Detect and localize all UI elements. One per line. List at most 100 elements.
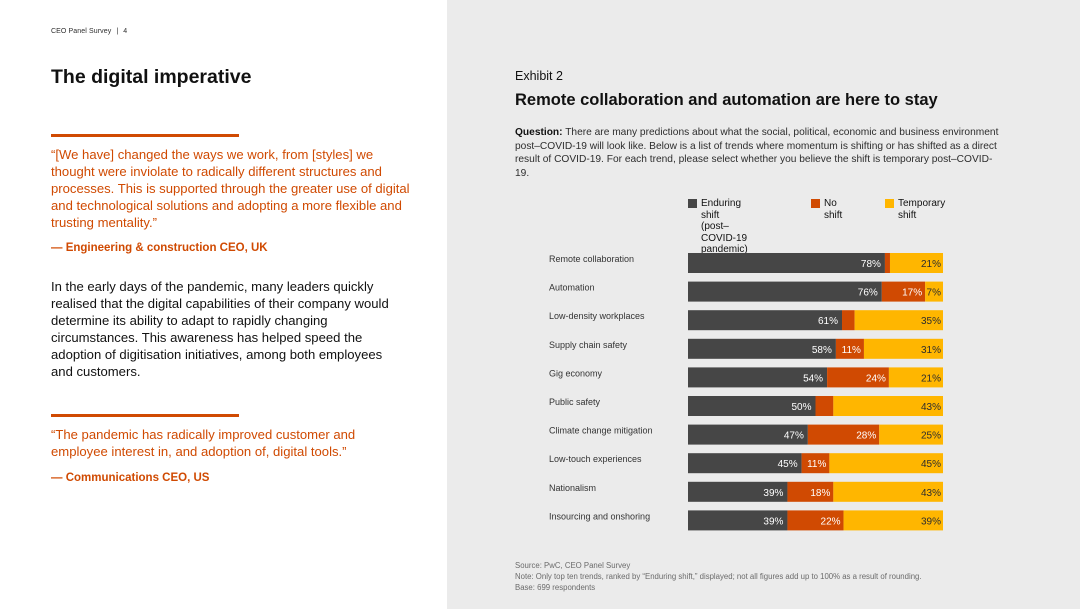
data-label: 21% bbox=[921, 259, 941, 270]
data-label: 54% bbox=[803, 373, 823, 384]
data-label: 45% bbox=[778, 459, 798, 470]
data-label: 17% bbox=[902, 288, 922, 299]
data-label: 24% bbox=[866, 373, 886, 384]
legend-label-no-shift: No shift bbox=[824, 198, 842, 221]
data-label: 28% bbox=[856, 431, 876, 442]
bar-segment bbox=[884, 253, 890, 273]
bar-segment bbox=[925, 281, 943, 302]
page-number: 4 bbox=[123, 28, 128, 35]
data-label: 76% bbox=[858, 288, 878, 299]
category-label: Nationalism bbox=[549, 483, 596, 493]
page-title: The digital imperative bbox=[51, 66, 252, 88]
legend-line: (post–COVID-19 bbox=[701, 221, 748, 244]
question-text: There are many predictions about what th… bbox=[515, 127, 999, 179]
quote-1: “[We have] changed the ways we work, fro… bbox=[51, 147, 410, 230]
bar-segment bbox=[688, 481, 788, 502]
bar-segment bbox=[843, 510, 943, 531]
data-label: 31% bbox=[921, 345, 941, 356]
category-label: Gig economy bbox=[549, 368, 603, 378]
bar-segment bbox=[833, 481, 943, 502]
bar-segment bbox=[863, 338, 943, 359]
legend-swatch-enduring bbox=[688, 199, 697, 208]
data-label: 39% bbox=[921, 516, 941, 527]
legend-line: shift bbox=[898, 209, 917, 221]
legend-label-enduring: Enduring shift (post–COVID-19 pandemic) bbox=[701, 198, 748, 256]
bar-segment bbox=[829, 453, 943, 474]
bar-segment bbox=[842, 310, 855, 331]
legend-line: pandemic) bbox=[701, 244, 748, 256]
data-label: 18% bbox=[810, 488, 830, 499]
bar-segment bbox=[688, 424, 808, 445]
legend-label-temporary: Temporary shift bbox=[898, 198, 945, 221]
data-label: 78% bbox=[861, 259, 881, 270]
category-label: Automation bbox=[549, 283, 595, 293]
legend-line: Enduring shift bbox=[701, 198, 742, 221]
category-label: Low-density workplaces bbox=[549, 311, 645, 321]
bar-segment bbox=[888, 367, 943, 388]
exhibit-panel bbox=[447, 0, 1080, 609]
data-label: 50% bbox=[791, 402, 811, 413]
category-label: Low-touch experiences bbox=[549, 454, 642, 464]
bar-segment bbox=[835, 338, 864, 359]
bar-segment bbox=[889, 253, 943, 273]
bar-segment bbox=[833, 396, 943, 416]
bar-segment bbox=[688, 310, 843, 331]
category-label: Public safety bbox=[549, 397, 601, 407]
category-label: Insourcing and onshoring bbox=[549, 511, 650, 521]
bar-segment bbox=[688, 367, 828, 388]
data-label: 43% bbox=[921, 488, 941, 499]
quote-attribution-1: — Engineering & construction CEO, UK bbox=[51, 242, 268, 254]
bar-segment bbox=[688, 453, 802, 474]
data-label: 39% bbox=[763, 488, 783, 499]
data-label: 39% bbox=[763, 516, 783, 527]
bar-segment bbox=[881, 281, 926, 302]
legend-swatch-no-shift bbox=[811, 199, 820, 208]
quote-rule-2 bbox=[51, 414, 239, 417]
bar-segment bbox=[801, 453, 830, 474]
page-header: CEO Panel Survey | 4 bbox=[51, 28, 127, 35]
stacked-bar-chart: Remote collaboration78%2%21%Automation76… bbox=[549, 253, 943, 531]
footnote-note: Note: Only top ten trends, ranked by “En… bbox=[515, 572, 922, 581]
bar-segment bbox=[827, 367, 889, 388]
category-label: Supply chain safety bbox=[549, 340, 628, 350]
bar-segment bbox=[688, 281, 882, 302]
data-label: 35% bbox=[921, 316, 941, 327]
category-label: Climate change mitigation bbox=[549, 426, 653, 436]
footnote-source: Source: PwC, CEO Panel Survey bbox=[515, 561, 631, 570]
question-label: Question: bbox=[515, 127, 563, 138]
header-separator: | bbox=[116, 28, 119, 35]
survey-question: Question: There are many predictions abo… bbox=[515, 126, 1005, 180]
legend-line: Temporary bbox=[898, 198, 946, 209]
bar-segment bbox=[688, 338, 836, 359]
quote-attribution-2: — Communications CEO, US bbox=[51, 472, 210, 484]
quote-2: “The pandemic has radically improved cus… bbox=[51, 427, 356, 459]
bar-segment bbox=[688, 396, 816, 416]
data-label: 47% bbox=[784, 431, 804, 442]
data-label: 45% bbox=[921, 459, 941, 470]
legend-line: No shift bbox=[824, 198, 843, 221]
data-label: 61% bbox=[818, 316, 838, 327]
data-label: 58% bbox=[812, 345, 832, 356]
body-paragraph: In the early days of the pandemic, many … bbox=[51, 279, 389, 379]
bar-segment bbox=[688, 253, 885, 273]
data-label: 11% bbox=[842, 345, 861, 356]
footnote-base: Base: 699 respondents bbox=[515, 583, 596, 592]
data-label: 22% bbox=[821, 516, 841, 527]
chart-title: Remote collaboration and automation are … bbox=[515, 91, 938, 109]
bar-segment bbox=[787, 510, 844, 531]
data-label: 11% bbox=[807, 459, 826, 470]
bar-segment bbox=[807, 424, 880, 445]
bar-segment bbox=[815, 396, 834, 416]
exhibit-label: Exhibit 2 bbox=[515, 69, 563, 83]
data-label: 7% bbox=[927, 288, 942, 299]
bar-segment bbox=[854, 310, 943, 331]
data-label: 25% bbox=[921, 431, 941, 442]
left-panel: CEO Panel Survey | 4 The digital imperativ… bbox=[0, 0, 447, 609]
bar-segment bbox=[688, 510, 788, 531]
data-label: 43% bbox=[921, 402, 941, 413]
survey-name: CEO Panel Survey bbox=[51, 28, 112, 35]
bar-segment bbox=[787, 481, 834, 502]
bar-segment bbox=[879, 424, 943, 445]
data-label: 21% bbox=[921, 373, 941, 384]
category-label: Remote collaboration bbox=[549, 254, 634, 264]
